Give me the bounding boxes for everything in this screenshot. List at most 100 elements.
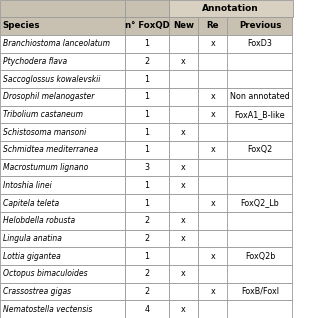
Text: Helobdella robusta: Helobdella robusta xyxy=(3,216,75,225)
Text: x: x xyxy=(181,305,186,314)
Bar xyxy=(125,141,169,159)
Bar xyxy=(125,53,169,70)
Text: Ptychodera flava: Ptychodera flava xyxy=(3,57,67,66)
Bar xyxy=(227,35,292,53)
Bar xyxy=(198,17,228,35)
Bar xyxy=(169,212,198,230)
Bar xyxy=(169,141,198,159)
Bar xyxy=(198,283,228,300)
Text: x: x xyxy=(211,93,215,101)
Text: x: x xyxy=(181,57,186,66)
Text: x: x xyxy=(181,163,186,172)
Bar xyxy=(125,194,169,212)
Bar xyxy=(169,106,198,123)
Bar xyxy=(198,106,228,123)
Text: 1: 1 xyxy=(145,252,150,260)
Bar xyxy=(198,35,228,53)
Text: x: x xyxy=(181,269,186,278)
Text: 1: 1 xyxy=(145,145,150,155)
Bar xyxy=(227,141,292,159)
Text: Previous: Previous xyxy=(239,21,281,30)
Text: Saccoglossus kowalevskii: Saccoglossus kowalevskii xyxy=(3,75,100,84)
Text: Nematostella vectensis: Nematostella vectensis xyxy=(3,305,92,314)
Text: 1: 1 xyxy=(145,181,150,190)
Bar xyxy=(198,300,228,318)
Bar xyxy=(198,194,228,212)
Bar xyxy=(125,70,169,88)
Bar xyxy=(125,35,169,53)
Text: 4: 4 xyxy=(145,305,150,314)
Bar xyxy=(227,230,292,247)
Bar xyxy=(169,123,198,141)
Bar xyxy=(227,247,292,265)
Text: x: x xyxy=(211,39,215,48)
Bar xyxy=(227,283,292,300)
Text: 2: 2 xyxy=(145,216,150,225)
Text: Species: Species xyxy=(3,21,40,30)
Text: x: x xyxy=(211,252,215,260)
Text: Re: Re xyxy=(207,21,219,30)
Bar xyxy=(169,247,198,265)
Bar xyxy=(0,0,125,17)
Bar xyxy=(125,300,169,318)
Text: x: x xyxy=(181,181,186,190)
Text: 1: 1 xyxy=(145,198,150,208)
Bar xyxy=(198,123,228,141)
Text: Intoshia linei: Intoshia linei xyxy=(3,181,51,190)
Bar xyxy=(227,194,292,212)
Bar xyxy=(227,88,292,106)
Text: Lingula anatina: Lingula anatina xyxy=(3,234,61,243)
Bar xyxy=(125,283,169,300)
Text: 1: 1 xyxy=(145,93,150,101)
Text: Crassostrea gigas: Crassostrea gigas xyxy=(3,287,71,296)
Bar xyxy=(198,265,228,283)
Text: n° FoxQD: n° FoxQD xyxy=(125,21,169,30)
Text: 2: 2 xyxy=(145,287,150,296)
Text: Non annotated: Non annotated xyxy=(230,93,290,101)
Bar xyxy=(198,212,228,230)
Text: Tribolium castaneum: Tribolium castaneum xyxy=(3,110,83,119)
Bar xyxy=(169,194,198,212)
Bar xyxy=(0,53,125,70)
Bar xyxy=(0,88,125,106)
Bar xyxy=(198,53,228,70)
Text: Macrostumum lignano: Macrostumum lignano xyxy=(3,163,88,172)
Bar xyxy=(0,283,125,300)
Text: x: x xyxy=(211,198,215,208)
Bar xyxy=(0,17,125,35)
Bar xyxy=(198,230,228,247)
Text: 1: 1 xyxy=(145,39,150,48)
Text: FoxQ2: FoxQ2 xyxy=(247,145,273,155)
Bar xyxy=(198,176,228,194)
Text: Capitela teleta: Capitela teleta xyxy=(3,198,59,208)
Bar xyxy=(227,106,292,123)
Bar xyxy=(227,300,292,318)
Bar xyxy=(0,212,125,230)
Bar xyxy=(169,176,198,194)
Text: x: x xyxy=(181,128,186,137)
Text: FoxQ2_Lb: FoxQ2_Lb xyxy=(240,198,280,208)
Text: x: x xyxy=(211,287,215,296)
Bar xyxy=(198,159,228,176)
Bar xyxy=(0,247,125,265)
Text: 3: 3 xyxy=(145,163,150,172)
Bar xyxy=(125,88,169,106)
Text: x: x xyxy=(211,145,215,155)
Bar xyxy=(227,212,292,230)
Bar xyxy=(227,53,292,70)
Bar xyxy=(125,247,169,265)
Text: 1: 1 xyxy=(145,128,150,137)
Text: Branchiostoma lanceolatum: Branchiostoma lanceolatum xyxy=(3,39,110,48)
Bar xyxy=(169,283,198,300)
Text: x: x xyxy=(181,216,186,225)
Bar xyxy=(169,0,292,17)
Bar xyxy=(125,230,169,247)
Text: 2: 2 xyxy=(145,269,150,278)
Bar xyxy=(0,265,125,283)
Text: Annotation: Annotation xyxy=(202,4,259,13)
Text: Octopus bimaculoides: Octopus bimaculoides xyxy=(3,269,87,278)
Bar xyxy=(169,159,198,176)
Bar xyxy=(169,88,198,106)
Bar xyxy=(169,265,198,283)
Bar xyxy=(227,159,292,176)
